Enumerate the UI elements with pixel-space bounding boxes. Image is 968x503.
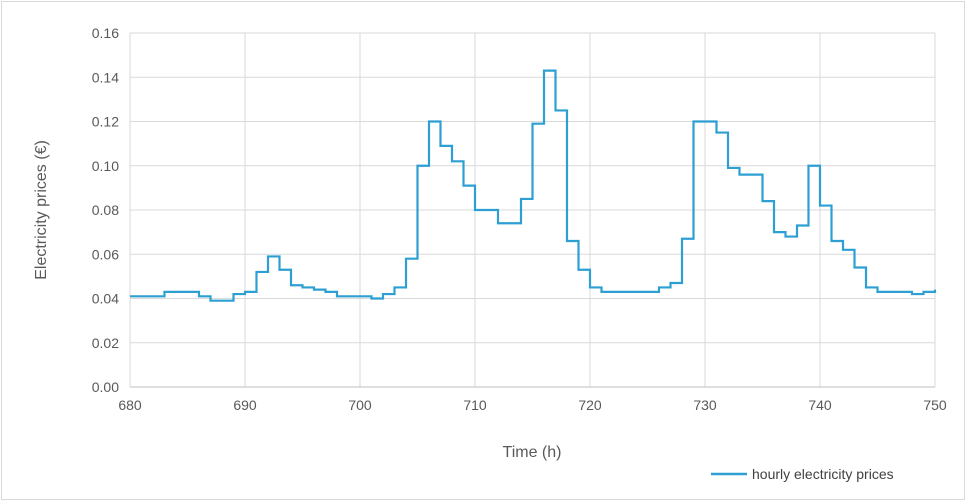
y-tick-label: 0.08 — [92, 202, 119, 218]
legend: hourly electricity prices — [711, 466, 894, 482]
x-tick-label: 710 — [463, 397, 487, 413]
y-tick-label: 0.16 — [92, 25, 119, 41]
y-tick-label: 0.06 — [92, 246, 119, 262]
y-tick-label: 0.12 — [92, 114, 119, 130]
y-tick-label: 0.04 — [92, 291, 119, 307]
series-line-hourly-electricity-prices — [130, 69, 937, 302]
y-tick-label: 0.14 — [92, 69, 119, 85]
x-tick-label: 700 — [348, 397, 372, 413]
y-tick-label: 0.02 — [92, 335, 119, 351]
y-tick-label: 0.10 — [92, 158, 119, 174]
legend-label: hourly electricity prices — [752, 466, 894, 482]
x-axis-title: Time (h) — [503, 444, 562, 461]
x-tick-label: 730 — [693, 397, 717, 413]
x-tick-label: 680 — [118, 397, 142, 413]
x-tick-label: 750 — [923, 397, 947, 413]
y-tick-label: 0.00 — [92, 379, 119, 395]
x-tick-label: 690 — [233, 397, 257, 413]
x-tick-label: 740 — [808, 397, 832, 413]
series-group — [130, 69, 937, 302]
gridlines — [130, 32, 936, 387]
x-tick-label: 720 — [578, 397, 602, 413]
x-tick-labels: 680 690 700 710 720 730 740 750 — [118, 397, 947, 413]
axes — [129, 33, 935, 388]
y-tick-labels: 0.00 0.02 0.04 0.06 0.08 0.10 0.12 0.14 0.16 — [92, 25, 119, 395]
y-axis-title: Electricity prices (€) — [33, 140, 50, 280]
